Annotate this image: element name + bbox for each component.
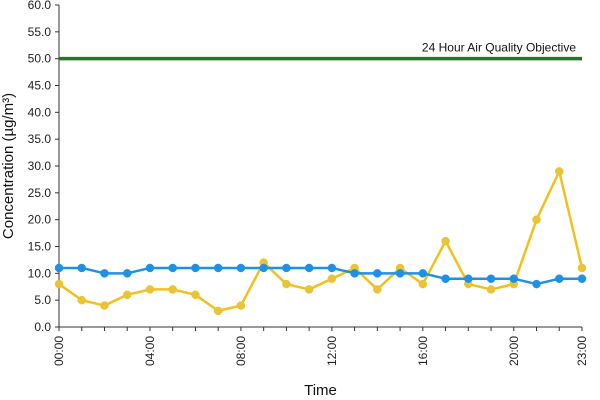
data-point: [168, 263, 177, 273]
series-group: [54, 167, 587, 316]
y-tick-label: 15.0: [28, 240, 52, 254]
series-line: [58, 170, 584, 313]
data-point: [77, 295, 86, 305]
data-point: [168, 285, 177, 294]
data-point: [304, 285, 314, 294]
data-point: [282, 279, 291, 289]
data-point: [350, 269, 359, 278]
data-point: [259, 263, 268, 273]
y-axis-title: Concentration (µg/m³): [0, 93, 17, 239]
y-tick-label: 50.0: [28, 52, 52, 66]
y-tick-label: 25.0: [28, 186, 52, 200]
y-tick-label: 0.0: [34, 320, 51, 334]
y-tick-label: 5.0: [34, 293, 51, 307]
y-tick-label: 60.0: [28, 0, 52, 12]
data-point: [213, 306, 223, 316]
data-point: [532, 279, 541, 289]
reference-line-label: 24 Hour Air Quality Objective: [422, 41, 576, 55]
series-1: [54, 263, 587, 289]
data-point: [236, 301, 246, 310]
data-point: [213, 263, 223, 273]
y-tick-label: 30.0: [28, 159, 52, 173]
data-point: [532, 215, 541, 224]
x-tick-label: 12:00: [325, 336, 339, 366]
y-tick-label: 45.0: [28, 79, 52, 93]
data-point: [236, 263, 246, 273]
series-line: [59, 266, 582, 286]
y-tick-label: 55.0: [28, 25, 52, 39]
data-point: [441, 236, 450, 246]
data-point: [54, 263, 64, 273]
y-tick-label: 10.0: [28, 266, 52, 280]
chart-labels: Concentration (µg/m³) Time 24 Hour Air Q…: [0, 41, 576, 399]
series-0: [54, 167, 587, 316]
x-tick-label: 23:00: [575, 336, 589, 366]
y-tick-label: 20.0: [28, 213, 52, 227]
data-point: [373, 285, 382, 294]
data-point: [77, 263, 86, 273]
data-point: [555, 167, 564, 176]
data-point: [418, 279, 428, 289]
data-point: [191, 290, 200, 300]
data-point: [373, 269, 382, 278]
axes: 0.0 5.0 10.0 15.0 20.0 25.0 30.0 35.0 40.0 45.0 50…: [28, 0, 589, 366]
data-point: [282, 263, 291, 273]
data-point: [486, 274, 496, 283]
data-point: [418, 269, 428, 278]
y-tick-label: 40.0: [28, 105, 52, 119]
data-point: [191, 263, 200, 273]
data-point: [145, 285, 155, 294]
data-point: [555, 274, 564, 283]
y-tick-label: 35.0: [28, 132, 52, 146]
data-point: [100, 269, 109, 278]
data-point: [577, 274, 587, 283]
data-point: [395, 269, 405, 278]
x-tick-label: 16:00: [416, 336, 430, 366]
x-tick-label: 04:00: [143, 336, 157, 366]
data-point: [122, 269, 132, 278]
x-axis-title: Time: [304, 382, 337, 399]
x-tick-label: 00:00: [52, 336, 66, 366]
data-point: [54, 279, 64, 289]
data-point: [304, 263, 314, 273]
data-point: [486, 285, 496, 294]
data-point: [327, 274, 337, 283]
data-point: [145, 263, 155, 273]
x-tick-label: 20:00: [507, 336, 521, 366]
data-point: [100, 301, 109, 310]
data-point: [464, 274, 473, 283]
data-point: [441, 274, 450, 283]
data-point: [327, 263, 337, 273]
data-point: [509, 274, 519, 283]
data-point: [122, 290, 132, 300]
x-tick-label: 08:00: [234, 336, 248, 366]
data-point: [577, 263, 587, 273]
